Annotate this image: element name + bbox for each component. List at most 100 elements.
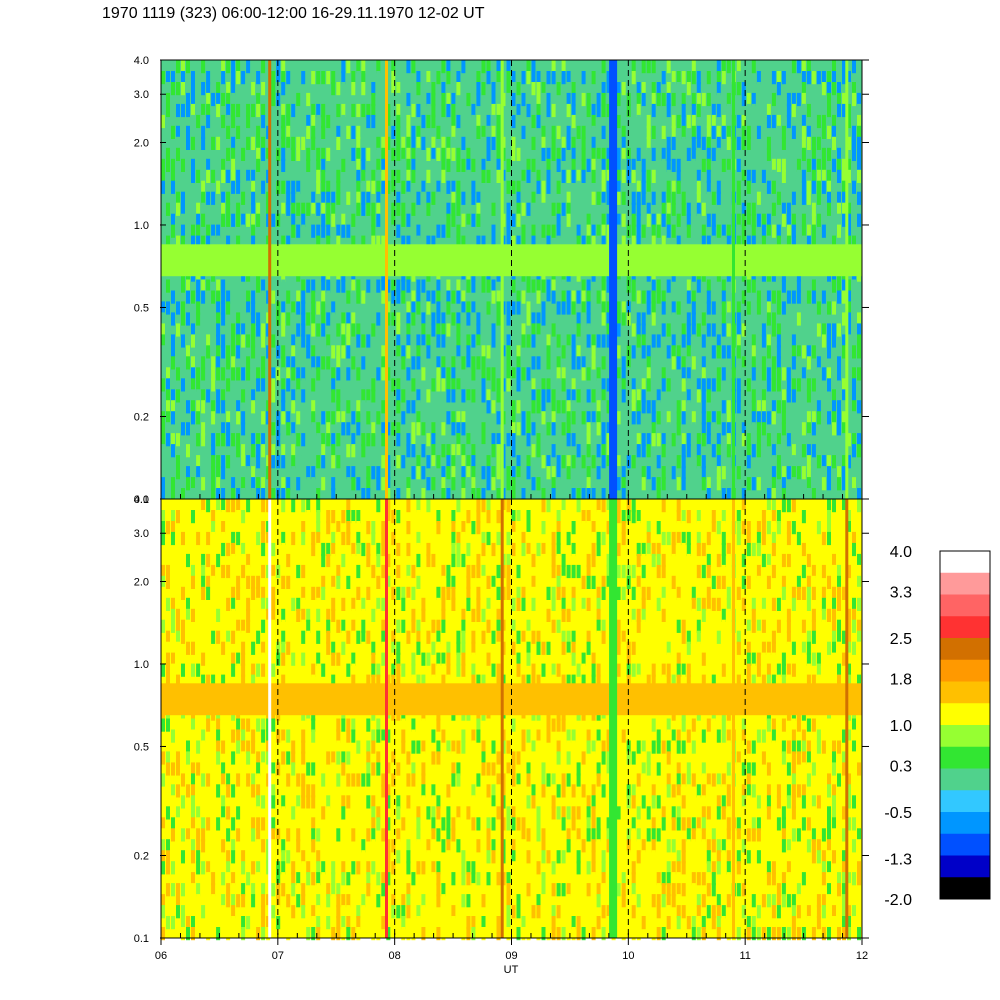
noise-cell [186, 312, 190, 326]
noise-cell [821, 466, 826, 480]
noise-cell [391, 180, 396, 194]
noise-cell [171, 312, 175, 326]
noise-cell [161, 433, 165, 447]
noise-cell [171, 180, 175, 194]
noise-cell [231, 114, 236, 129]
noise-cell [296, 290, 301, 304]
noise-cell [441, 82, 446, 96]
noise-cell [706, 60, 711, 74]
noise-cell [466, 334, 471, 348]
spike-line [845, 60, 849, 499]
noise-cell [436, 652, 441, 666]
noise-cell [396, 564, 401, 579]
noise-cell [361, 641, 366, 655]
noise-cell [801, 235, 806, 249]
noise-cell [261, 564, 266, 579]
noise-cell [176, 323, 180, 337]
noise-cell [356, 191, 361, 205]
noise-cell [736, 323, 741, 337]
noise-cell [741, 488, 746, 502]
noise-cell [266, 773, 271, 787]
noise-cell [196, 433, 201, 447]
noise-cell [506, 224, 511, 238]
noise-cell [591, 422, 596, 436]
noise-cell [852, 400, 856, 414]
noise-cell [336, 103, 341, 118]
noise-cell [842, 345, 846, 359]
noise-cell [301, 71, 306, 85]
noise-cell [791, 92, 796, 107]
noise-cell [281, 444, 286, 458]
noise-cell [301, 652, 306, 666]
noise-cell [681, 400, 686, 414]
noise-cell [196, 389, 201, 403]
noise-cell [181, 71, 185, 85]
noise-cell [241, 466, 246, 480]
noise-cell [341, 597, 346, 611]
noise-cell [176, 136, 180, 150]
noise-cell [531, 674, 536, 688]
noise-cell [786, 191, 791, 205]
noise-cell [691, 103, 696, 118]
noise-cell [411, 136, 416, 150]
noise-cell [576, 641, 581, 655]
noise-cell [376, 608, 381, 622]
noise-cell [166, 641, 170, 655]
noise-cell [516, 542, 521, 557]
noise-cell [847, 158, 851, 172]
noise-cell [216, 630, 221, 644]
noise-cell [386, 674, 391, 688]
noise-cell [231, 817, 236, 831]
noise-cell [566, 71, 571, 85]
noise-cell [196, 850, 201, 864]
noise-cell [481, 488, 486, 502]
noise-cell [391, 290, 396, 304]
noise-cell [521, 641, 526, 655]
noise-cell [461, 510, 466, 524]
noise-cell [331, 850, 336, 864]
noise-cell [711, 125, 716, 139]
noise-cell [371, 861, 376, 875]
noise-cell [266, 905, 271, 919]
noise-cell [541, 180, 546, 194]
noise-cell [301, 224, 306, 238]
noise-cell [281, 378, 286, 392]
noise-cell [761, 235, 766, 249]
noise-cell [361, 531, 366, 546]
noise-cell [857, 488, 861, 502]
noise-cell [341, 334, 346, 348]
noise-cell [641, 82, 646, 96]
noise-cell [181, 718, 185, 732]
noise-cell [696, 169, 701, 183]
noise-cell [486, 872, 491, 886]
noise-cell [356, 180, 361, 194]
noise-cell [451, 114, 456, 129]
noise-cell [271, 125, 276, 139]
noise-cell [471, 180, 476, 194]
noise-cell [196, 202, 201, 216]
noise-cell [621, 301, 626, 315]
noise-cell [801, 224, 806, 238]
noise-cell [191, 850, 195, 864]
noise-cell [316, 850, 321, 864]
noise-cell [786, 82, 791, 96]
noise-cell [526, 103, 531, 118]
noise-cell [406, 718, 411, 732]
noise-cell [181, 850, 185, 864]
noise-cell [211, 290, 216, 304]
noise-cell [806, 235, 811, 249]
noise-cell [561, 400, 566, 414]
noise-cell [381, 235, 386, 249]
noise-cell [391, 861, 396, 875]
noise-cell [211, 531, 216, 546]
noise-cell [811, 290, 816, 304]
noise-cell [806, 103, 811, 118]
noise-cell [351, 608, 356, 622]
noise-cell [241, 488, 246, 502]
noise-cell [251, 729, 256, 743]
noise-cell [541, 499, 546, 513]
noise-cell [506, 345, 511, 359]
noise-cell [556, 828, 561, 842]
noise-cell [276, 499, 281, 513]
noise-cell [837, 444, 841, 458]
